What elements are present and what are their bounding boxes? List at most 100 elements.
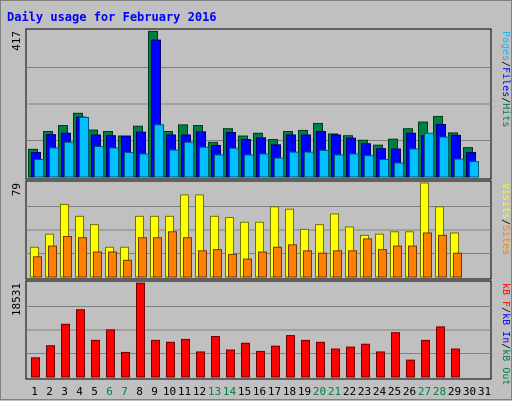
bar-hits-pages	[214, 154, 224, 178]
bar-visits-sites	[438, 234, 447, 278]
day-label: 12	[193, 385, 206, 398]
bar-visits-sites	[213, 249, 222, 278]
bar-visits-sites	[93, 251, 102, 278]
day-label: 26	[403, 385, 416, 398]
bar-visits-sites	[303, 250, 312, 278]
bar-visits-sites	[168, 231, 177, 278]
bar-kbytes-kb-f	[241, 342, 250, 378]
bar-visits-sites	[123, 259, 132, 278]
bar-visits-sites	[78, 237, 87, 278]
y-max-label: 79	[10, 183, 23, 196]
bar-visits-sites	[453, 252, 462, 278]
bar-kbytes-kb-f	[256, 350, 265, 378]
bar-kbytes-kb-f	[376, 351, 385, 378]
bar-kbytes-kb-f	[391, 332, 400, 378]
panel-kbytes: 18531 kB F/kB In/kB Out	[10, 280, 511, 385]
legend-entry: /	[500, 307, 511, 313]
legend-entry: Pages	[500, 31, 511, 61]
bar-hits-pages	[364, 155, 374, 178]
legend: Pages/Files/Hits	[500, 31, 511, 127]
bar-hits-pages	[304, 151, 314, 178]
day-label: 28	[433, 385, 446, 398]
bar-visits-sites	[153, 237, 162, 278]
bar-visits-sites	[288, 244, 297, 278]
bar-hits-pages	[349, 153, 359, 178]
bar-kbytes-kb-f	[121, 351, 130, 378]
day-label: 1	[31, 385, 38, 398]
bar-kbytes-kb-f	[451, 348, 460, 378]
bar-kbytes-kb-f	[106, 329, 115, 378]
bar-kbytes-kb-f	[91, 339, 100, 378]
day-label: 29	[448, 385, 461, 398]
legend-entry: kB F	[500, 283, 511, 307]
bar-hits-pages	[454, 158, 464, 178]
day-label: 6	[106, 385, 113, 398]
bar-kbytes-kb-f	[331, 348, 340, 378]
bar-visits-sites	[33, 256, 42, 278]
legend-entry: /	[500, 97, 511, 103]
bar-hits-pages	[469, 161, 479, 178]
day-label: 24	[373, 385, 387, 398]
bar-visits-sites	[378, 249, 387, 278]
bar-visits-sites	[393, 245, 402, 278]
day-label: 30	[463, 385, 476, 398]
bar-kbytes-kb-f	[346, 346, 355, 378]
bar-hits-pages	[334, 154, 344, 178]
day-label: 5	[91, 385, 98, 398]
bar-visits-sites	[138, 237, 147, 278]
bar-visits-sites	[108, 251, 117, 278]
bar-kbytes-kb-f	[136, 282, 145, 378]
y-max-label: 417	[10, 31, 23, 51]
day-label: 7	[121, 385, 128, 398]
bar-kbytes-kb-f	[196, 351, 205, 378]
day-label: 4	[76, 385, 83, 398]
bar-kbytes-kb-f	[361, 343, 370, 378]
legend-entry: /	[500, 343, 511, 349]
bar-kbytes-kb-f	[46, 345, 55, 378]
bar-kbytes-kb-f	[31, 357, 40, 378]
bar-visits-sites	[408, 245, 417, 278]
day-label: 21	[328, 385, 341, 398]
day-label: 16	[253, 385, 266, 398]
bar-visits-sites	[258, 251, 267, 278]
bar-hits-pages	[79, 116, 89, 178]
day-label: 10	[163, 385, 176, 398]
legend: kB F/kB In/kB Out	[500, 283, 511, 385]
day-label: 13	[208, 385, 221, 398]
bar-hits-pages	[49, 147, 59, 178]
bar-visits-sites	[318, 252, 327, 278]
bar-kbytes-kb-f	[76, 309, 85, 378]
bar-visits-sites	[333, 250, 342, 278]
legend-entry: kB In	[500, 313, 511, 343]
legend-entry: /	[500, 61, 511, 67]
bar-kbytes-kb-f	[211, 336, 220, 378]
day-label: 11	[178, 385, 191, 398]
bar-kbytes-kb-f	[151, 339, 160, 378]
bar-hits-pages	[259, 153, 269, 178]
bar-hits-pages	[169, 149, 179, 178]
y-max-label: 18531	[10, 283, 23, 316]
legend-entry: Hits	[500, 103, 511, 127]
bar-hits-pages	[319, 149, 329, 178]
bar-kbytes-kb-f	[226, 349, 235, 378]
day-label: 8	[136, 385, 143, 398]
day-label: 14	[223, 385, 237, 398]
bar-visits-sites	[423, 232, 432, 278]
legend-entry: kB Out	[500, 349, 511, 385]
bar-hits-pages	[439, 136, 449, 178]
bar-hits-pages	[274, 157, 284, 178]
bar-hits-pages	[199, 146, 209, 178]
bar-hits-pages	[409, 148, 419, 178]
bar-visits-sites	[243, 258, 252, 278]
bar-hits-pages	[64, 141, 74, 178]
day-label: 2	[46, 385, 53, 398]
day-label: 23	[358, 385, 371, 398]
bar-kbytes-kb-f	[166, 341, 175, 378]
legend-entry: Visits	[500, 183, 511, 219]
bar-kbytes-kb-f	[61, 323, 70, 378]
bar-visits-sites	[198, 250, 207, 278]
bar-kbytes-kb-f	[316, 341, 325, 378]
day-label: 3	[61, 385, 68, 398]
bar-hits-pages	[424, 132, 434, 178]
